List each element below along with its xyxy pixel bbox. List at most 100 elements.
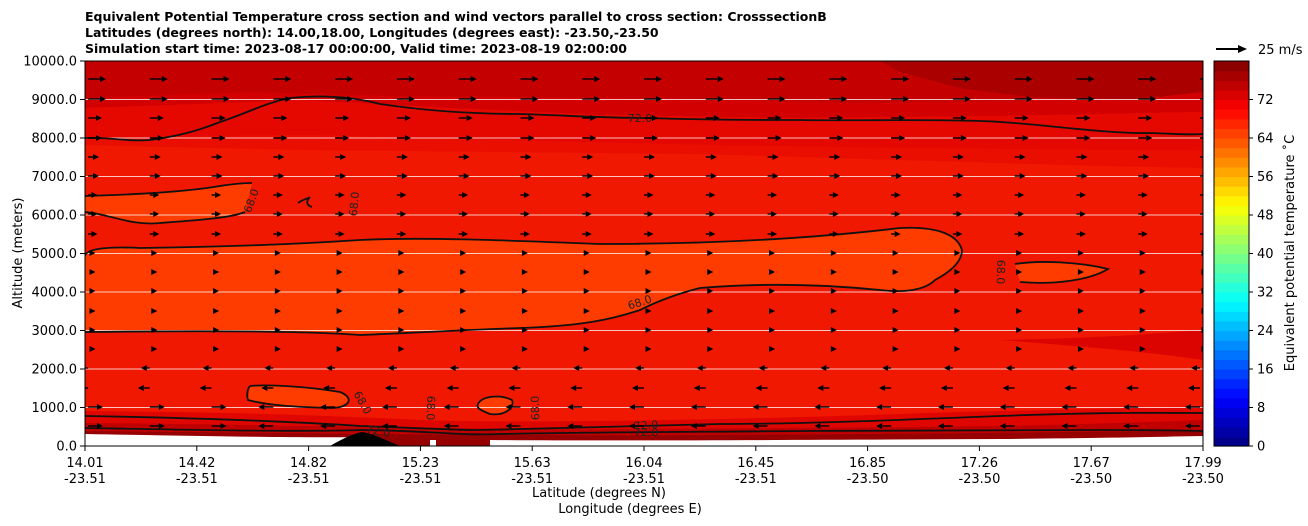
wind-vector-icon <box>829 192 839 198</box>
wind-vector-icon <box>1139 346 1146 352</box>
wind-vector-icon <box>1005 365 1015 371</box>
colorbar-band <box>1214 234 1249 245</box>
wind-vector-icon <box>769 308 776 314</box>
wind-vector-icon <box>644 231 654 237</box>
wind-vector-icon <box>829 115 844 121</box>
wind-vector-icon <box>767 96 786 102</box>
wind-vector-icon <box>274 250 281 256</box>
wind-vector-icon <box>705 211 716 217</box>
wind-vector-icon <box>954 269 961 275</box>
wind-vector-icon <box>952 96 971 102</box>
wind-vector-icon <box>829 76 848 82</box>
wind-vector-icon <box>817 385 830 391</box>
wind-vector-icon <box>891 135 906 141</box>
wind-vector-icon <box>644 211 654 217</box>
wind-vector-icon <box>645 327 652 333</box>
wind-vector-icon <box>443 404 459 410</box>
y-tick-label: 8000.0 <box>32 132 78 147</box>
wind-vector-icon <box>458 96 477 102</box>
wind-vector-icon <box>1076 154 1088 160</box>
wind-vector-icon <box>149 231 160 237</box>
y-tick-label: 9000.0 <box>32 93 78 108</box>
wind-vector-icon <box>396 231 407 237</box>
wind-vector-icon <box>458 135 473 141</box>
wind-vector-icon <box>830 346 837 352</box>
wind-vector-icon <box>892 269 899 275</box>
wind-vector-icon <box>520 154 532 160</box>
wind-vector-icon <box>952 135 967 141</box>
colorbar-tick-label: 72 <box>1257 93 1274 108</box>
wind-vector-icon <box>1191 365 1200 371</box>
wind-vector-icon <box>755 385 768 391</box>
wind-vector-icon <box>1201 269 1203 275</box>
wind-vector-icon <box>273 173 285 179</box>
wind-vector-icon <box>1076 96 1095 102</box>
wind-vector-icon <box>891 115 906 121</box>
wind-vector-icon <box>573 365 583 371</box>
wind-vector-icon <box>149 211 160 217</box>
colorbar-band <box>1214 138 1249 149</box>
x-tick-label-latitude: 17.99 <box>1184 456 1221 471</box>
wind-vector-icon <box>335 231 345 237</box>
wind-vector-icon <box>952 154 964 160</box>
wind-vector-icon <box>88 115 102 121</box>
wind-vector-icon <box>273 231 283 237</box>
wind-vector-icon <box>705 231 716 237</box>
wind-vector-icon <box>767 135 782 141</box>
wind-vector-icon <box>88 192 98 198</box>
wind-vector-icon <box>705 173 717 179</box>
colorbar-band <box>1214 243 1249 255</box>
wind-vector-icon <box>892 308 899 314</box>
wind-vector-icon <box>521 288 528 294</box>
wind-vector-icon <box>829 211 839 217</box>
wind-vector-icon <box>520 76 539 82</box>
wind-vector-icon <box>149 173 161 179</box>
wind-vector-icon <box>629 423 644 429</box>
wind-vector-icon <box>830 288 837 294</box>
wind-vector-icon <box>829 173 841 179</box>
wind-vector-icon <box>645 250 652 256</box>
wind-vector-icon <box>273 115 288 121</box>
wind-vector-icon <box>398 346 405 352</box>
wind-vector-icon <box>458 76 477 82</box>
x-tick-label-longitude: -23.50 <box>958 472 1000 487</box>
wind-vector-icon <box>449 365 459 371</box>
x-tick-label-latitude: 14.82 <box>290 456 327 471</box>
wind-vector-icon <box>88 135 102 141</box>
colorbar-band <box>1214 99 1249 110</box>
wind-vector-icon <box>814 423 830 429</box>
wind-vector-icon <box>891 96 910 102</box>
wind-vector-icon <box>892 250 899 256</box>
wind-vector-icon <box>335 76 354 82</box>
wind-vector-icon <box>151 269 158 275</box>
wind-vector-icon <box>645 308 652 314</box>
wind-vector-icon <box>335 192 345 198</box>
colorbar-band <box>1214 109 1249 120</box>
wind-vector-icon <box>705 154 717 160</box>
wind-vector-icon <box>583 346 590 352</box>
wind-vector-icon <box>88 173 99 179</box>
chart-title-line-1: Equivalent Potential Temperature cross s… <box>85 9 827 24</box>
wind-vector-icon <box>891 173 903 179</box>
wind-vector-icon <box>505 404 521 410</box>
wind-vector-icon <box>505 423 521 429</box>
wind-vector-icon <box>398 308 405 314</box>
wind-vector-icon <box>758 365 768 371</box>
wind-vector-icon <box>273 154 285 160</box>
x-tick-label-longitude: -23.51 <box>288 472 330 487</box>
wind-vector-icon <box>211 154 223 160</box>
wind-vector-icon <box>582 115 597 121</box>
wind-vector-icon <box>520 135 535 141</box>
wind-vector-icon <box>89 250 96 256</box>
colorbar-band <box>1214 263 1249 274</box>
wind-vector-icon <box>1014 192 1025 198</box>
wind-vector-icon <box>458 231 469 237</box>
colorbar-band <box>1214 417 1249 428</box>
colorbar-band <box>1214 369 1249 380</box>
x-axis-label-latitude: Latitude (degrees N) <box>532 486 666 501</box>
chart-title-line-2: Latitudes (degrees north): 14.00,18.00, … <box>85 25 659 40</box>
colorbar-band <box>1214 80 1249 91</box>
wind-vector-icon <box>273 135 288 141</box>
wind-vector-icon <box>273 192 283 198</box>
wind-vector-icon <box>273 211 283 217</box>
